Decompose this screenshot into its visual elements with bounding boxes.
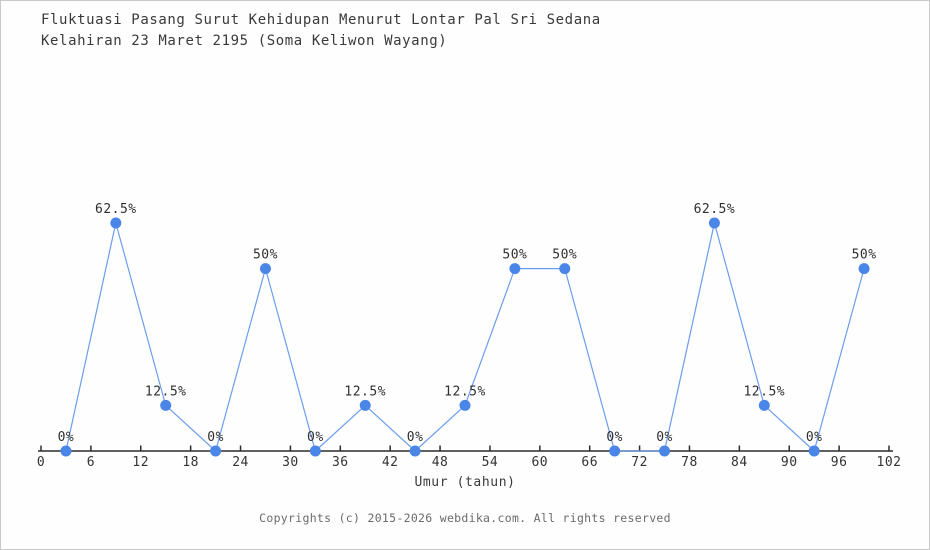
data-point (409, 445, 421, 457)
chart-line (65, 222, 865, 453)
data-point (459, 399, 471, 411)
data-point (559, 263, 571, 275)
data-point-label: 12.5% (145, 384, 187, 399)
data-point (309, 445, 321, 457)
data-point (110, 217, 122, 229)
x-tick-label: 60 (531, 455, 548, 470)
x-tick-label: 66 (581, 455, 598, 470)
data-point-label: 50% (253, 248, 278, 263)
data-point (858, 263, 870, 275)
data-point (708, 217, 720, 229)
data-point (758, 399, 770, 411)
data-point-label: 50% (502, 248, 527, 263)
x-tick-label: 84 (731, 455, 748, 470)
x-tick-label: 90 (781, 455, 798, 470)
data-point-label: 12.5% (444, 384, 486, 399)
data-point-label: 62.5% (694, 202, 736, 217)
x-tick-label: 102 (877, 455, 902, 470)
line-chart: 0 6 12 18 24 30 36 42 48 54 60 66 72 78 84 90 96 102 0% 62.… (37, 202, 902, 470)
data-point (60, 445, 72, 457)
x-axis-label: Umur (tahun) (414, 475, 516, 490)
chart-title: Fluktuasi Pasang Surut Kehidupan Menurut… (41, 12, 601, 49)
x-tick-label: 72 (631, 455, 648, 470)
data-point-label: 12.5% (743, 384, 785, 399)
x-tick-label: 48 (432, 455, 449, 470)
data-point-label: 0% (307, 430, 324, 445)
data-point-label: 0% (606, 430, 623, 445)
x-tick-label: 18 (182, 455, 199, 470)
data-point-label: 0% (806, 430, 823, 445)
data-point (609, 445, 621, 457)
data-point-label: 0% (407, 430, 424, 445)
data-point (808, 445, 820, 457)
data-point (359, 399, 371, 411)
x-tick-label: 30 (282, 455, 299, 470)
x-tick-label: 54 (482, 455, 499, 470)
x-tick-label: 36 (332, 455, 349, 470)
x-tick-label: 78 (681, 455, 698, 470)
data-point (160, 399, 172, 411)
x-tick-label: 42 (382, 455, 399, 470)
data-point (259, 263, 271, 275)
data-point (509, 263, 521, 275)
x-tick-label: 96 (831, 455, 848, 470)
data-point-label: 12.5% (344, 384, 386, 399)
x-tick-label: 6 (87, 455, 95, 470)
data-point-label: 50% (852, 248, 877, 263)
data-point (210, 445, 222, 457)
x-tick-label: 12 (132, 455, 149, 470)
data-point-label: 0% (58, 430, 75, 445)
data-point (659, 445, 671, 457)
x-tick-label: 0 (37, 455, 45, 470)
x-tick-label: 24 (232, 455, 249, 470)
data-point-label: 50% (552, 248, 577, 263)
copyright-text: Copyrights (c) 2015-2026 webdika.com. Al… (259, 511, 671, 525)
data-point-label: 62.5% (95, 202, 137, 217)
data-point-label: 0% (207, 430, 224, 445)
data-point-label: 0% (656, 430, 673, 445)
